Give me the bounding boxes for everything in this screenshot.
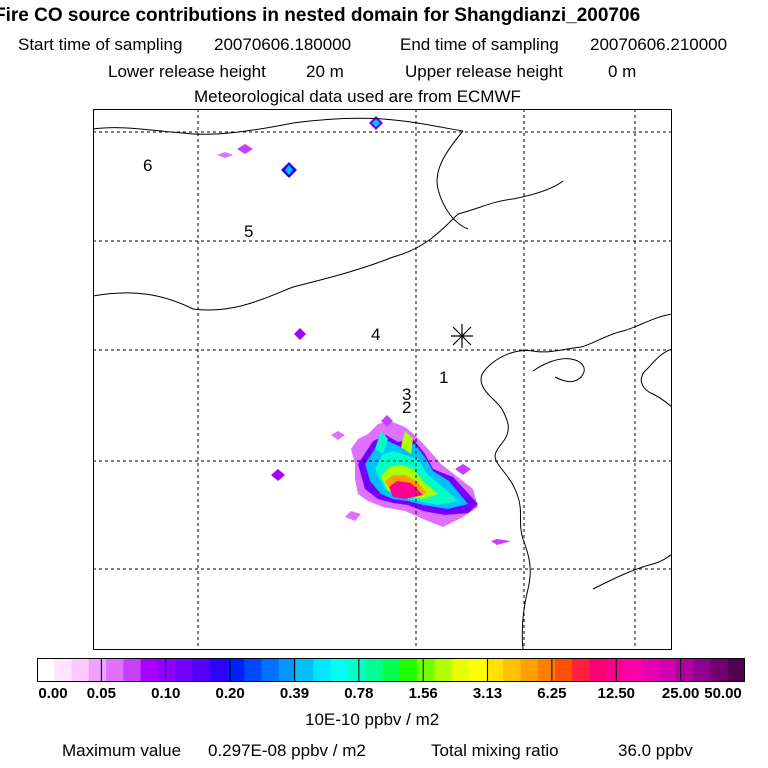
colorbar-cell (675, 658, 694, 682)
colorbar-cell (330, 658, 349, 682)
colorbar-frame (37, 658, 745, 682)
lower-release-value: 20 m (306, 62, 344, 81)
lat-lon-grid (93, 109, 672, 650)
colorbar-cell (624, 658, 642, 682)
colorbar-cell (434, 658, 453, 682)
colorbar-tick-label: 3.13 (472, 685, 503, 702)
point-label-2: 2 (402, 398, 411, 417)
colorbar-cell (261, 658, 280, 682)
colorbar-cell (520, 658, 539, 682)
start-time-label: Start time of sampling (18, 35, 183, 54)
isolated-fire-spots (217, 116, 511, 545)
colorbar-cell (537, 658, 556, 682)
colorbar-tick-label: 0.00 (38, 685, 68, 702)
point-label-6: 6 (143, 156, 152, 175)
colorbar-cell (572, 658, 591, 682)
end-time-label: End time of sampling (400, 35, 559, 54)
colorbar-cell (37, 658, 55, 682)
colorbar-cell (416, 658, 435, 682)
colorbar-tick-label: 12.50 (597, 685, 636, 702)
map-title: Fire CO source contributions in nested d… (0, 5, 641, 26)
colorbar-cell (157, 658, 176, 682)
colorbar-cell (278, 658, 297, 682)
colorbar-tick-label: 0.20 (215, 685, 245, 702)
colorbar-cell (693, 658, 712, 682)
colorbar-cell (209, 658, 228, 682)
point-label-1: 1 (439, 368, 448, 387)
colorbar-cell (503, 658, 522, 682)
upper-release-value: 0 m (608, 62, 637, 81)
colorbar-cell (192, 658, 211, 682)
colorbar-tick-label: 25.00 (661, 685, 700, 702)
point-label-4: 4 (371, 325, 380, 344)
colorbar-cell (54, 658, 73, 682)
map-frame (93, 109, 672, 650)
colorbar-tick-label: 0.39 (279, 685, 310, 702)
colorbar-cell (710, 658, 729, 682)
colorbar-cell (313, 658, 332, 682)
colorbar-cell (296, 658, 314, 682)
upper-release-label: Upper release height (405, 62, 563, 81)
colorbar-cell (71, 658, 90, 682)
colorbar-cell (485, 658, 504, 682)
colorbar-cell (226, 658, 245, 682)
max-value-label: Maximum value (62, 741, 182, 760)
point-label-3: 3 (402, 385, 411, 404)
total-mixing-value: 36.0 ppbv (618, 741, 693, 760)
colorbar-tick-label: 0.10 (151, 685, 181, 702)
colorbar (37, 658, 745, 682)
colorbar-cell (88, 658, 107, 682)
map-plot: 1 2 3 4 5 6 (93, 109, 672, 650)
colorbar-cell (244, 658, 263, 682)
colorbar-tick-label: 0.05 (86, 685, 116, 702)
colorbar-cell (140, 658, 159, 682)
end-time-value: 20070606.210000 (590, 35, 728, 54)
colorbar-cell (123, 658, 142, 682)
colorbar-cell (175, 658, 194, 682)
total-mixing-label: Total mixing ratio (431, 741, 559, 760)
plume-contours (351, 421, 478, 527)
colorbar-unit: 10E-10 ppbv / m2 (305, 710, 440, 729)
colorbar-tick-label: 0.78 (344, 685, 374, 702)
colorbar-cell (468, 658, 487, 682)
max-value: 0.297E-08 ppbv / m2 (208, 741, 366, 760)
colorbar-tick-label: 6.25 (537, 685, 567, 702)
start-time-value: 20070606.180000 (214, 35, 352, 54)
colorbar-cell (727, 658, 745, 682)
colorbar-cell (347, 658, 366, 682)
colorbar-cell (555, 658, 573, 682)
receptor-asterisk-icon (451, 324, 473, 348)
colorbar-cell (399, 658, 418, 682)
colorbar-cell (451, 658, 470, 682)
colorbar-cell (589, 658, 608, 682)
coastlines (93, 117, 672, 650)
colorbar-tick-label: 50.00 (704, 685, 742, 702)
colorbar-cell (382, 658, 401, 682)
met-data-note: Meteorological data used are from ECMWF (194, 87, 521, 106)
lower-release-label: Lower release height (108, 62, 266, 81)
colorbar-tick-label: 1.56 (408, 685, 438, 702)
colorbar-cell (658, 658, 677, 682)
colorbar-cell (106, 658, 124, 682)
point-label-5: 5 (244, 222, 253, 241)
colorbar-cell (641, 658, 660, 682)
colorbar-cell (365, 658, 383, 682)
